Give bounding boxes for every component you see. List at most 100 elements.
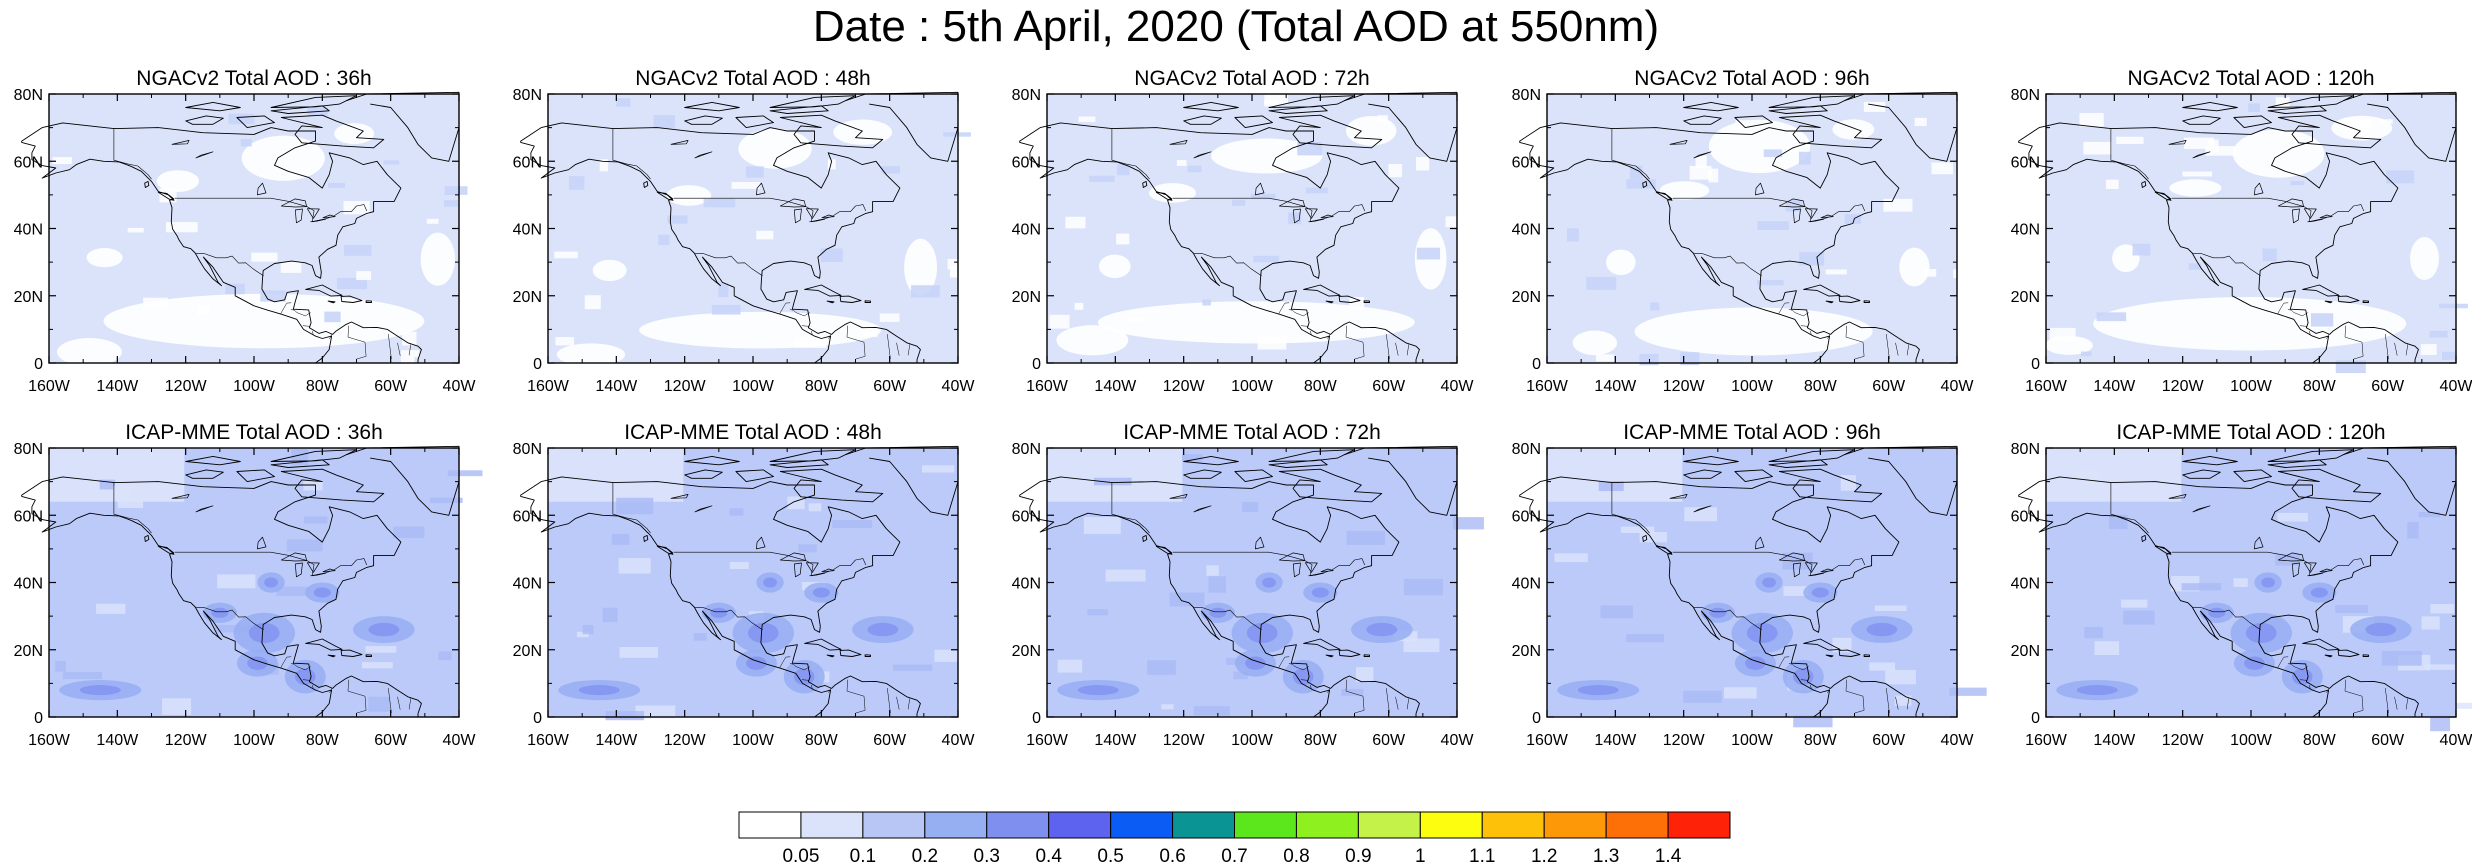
map-panel: NGACv2 Total AOD : 120h 80N 60N 40N 20N 0 160W…: [2011, 67, 2472, 412]
lon-tick-label: 100W: [1731, 378, 1774, 395]
lon-tick-label: 140W: [595, 732, 638, 749]
colorbar-swatch: [800, 811, 864, 839]
lon-tick-label: 60W: [2371, 732, 2405, 749]
aod-map: 80N 60N 40N 20N 0 160W 140W 120W 100W 80W 60W 40W: [14, 87, 477, 395]
colorbar-swatch: [1295, 811, 1359, 839]
lon-tick-label: 120W: [165, 732, 208, 749]
colorbar-swatch: [1172, 811, 1235, 839]
lat-tick-label: 80N: [1012, 441, 1041, 458]
lon-tick-label: 100W: [2230, 378, 2273, 395]
lon-tick-label: 80W: [2303, 378, 2337, 395]
lon-tick-label: 120W: [2162, 732, 2205, 749]
colorbar-label: 0.3: [974, 846, 1000, 862]
lon-tick-label: 40W: [2440, 378, 2472, 395]
lat-tick-label: 0: [1032, 356, 1041, 373]
aod-map: 80N 60N 40N 20N 0 160W 140W 120W 100W 80W 60W 40W: [1012, 441, 1484, 749]
panel-title: ICAP-MME Total AOD : 72h: [1123, 421, 1381, 444]
lat-tick-label: 0: [1532, 710, 1541, 727]
aod-map: 80N 60N 40N 20N 0 160W 140W 120W 100W 80W 60W 40W: [2011, 441, 2472, 749]
lon-tick-label: 40W: [443, 732, 477, 749]
lon-tick-label: 160W: [1026, 732, 1069, 749]
lat-tick-label: 20N: [1012, 289, 1041, 306]
aod-map: 80N 60N 40N 20N 0 160W 140W 120W 100W 80W 60W 40W: [1012, 87, 1475, 395]
lat-tick-label: 0: [2031, 356, 2040, 373]
page-title: Date : 5th April, 2020 (Total AOD at 550…: [812, 2, 1660, 51]
colorbar-swatch: [1357, 811, 1421, 839]
lon-tick-label: 100W: [1731, 732, 1774, 749]
lat-tick-label: 80N: [1512, 87, 1541, 104]
lat-tick-label: 0: [34, 710, 43, 727]
lat-tick-label: 20N: [1512, 643, 1541, 660]
lat-tick-label: 40N: [2011, 222, 2040, 239]
map-panel: ICAP-MME Total AOD : 72h 80N 60N 40N 20N 0 160…: [1012, 421, 1484, 766]
lon-tick-label: 60W: [873, 732, 907, 749]
colorbar-swatch: [1481, 811, 1545, 839]
lon-tick-label: 40W: [443, 378, 477, 395]
colorbar-swatch: [924, 811, 988, 839]
lon-tick-label: 80W: [1804, 378, 1838, 395]
colorbar-swatch: [1667, 811, 1731, 839]
lon-tick-label: 160W: [1526, 732, 1569, 749]
lat-tick-label: 60N: [1512, 508, 1541, 525]
colorbar-swatch: [862, 811, 926, 839]
lat-tick-label: 80N: [2011, 87, 2040, 104]
lat-tick-label: 20N: [1512, 289, 1541, 306]
panel-title: ICAP-MME Total AOD : 48h: [624, 421, 882, 444]
lat-tick-label: 20N: [14, 289, 43, 306]
aod-map: 80N 60N 40N 20N 0 160W 140W 120W 100W 80W 60W 40W: [2011, 87, 2472, 395]
lon-tick-label: 160W: [28, 378, 71, 395]
lat-tick-label: 20N: [2011, 643, 2040, 660]
lon-tick-label: 100W: [1231, 378, 1274, 395]
lon-tick-label: 40W: [1441, 732, 1475, 749]
colorbar-label: 0.9: [1345, 846, 1371, 862]
lon-tick-label: 60W: [374, 732, 408, 749]
lon-tick-label: 140W: [1094, 378, 1137, 395]
lon-tick-label: 60W: [374, 378, 408, 395]
lon-tick-label: 120W: [1663, 378, 1706, 395]
lon-tick-label: 120W: [2162, 378, 2205, 395]
lon-tick-label: 60W: [1372, 378, 1406, 395]
lat-tick-label: 0: [2031, 710, 2040, 727]
colorbar-label: 0.2: [912, 846, 938, 862]
lat-tick-label: 60N: [1012, 508, 1041, 525]
panel-title: NGACv2 Total AOD : 72h: [1134, 67, 1370, 90]
map-panel: ICAP-MME Total AOD : 120h 80N 60N 40N 20N 0 16…: [2011, 421, 2472, 766]
colorbar-label: 0.6: [1159, 846, 1185, 862]
lat-tick-label: 40N: [513, 222, 542, 239]
lat-tick-label: 60N: [14, 154, 43, 171]
aod-map: 80N 60N 40N 20N 0 160W 140W 120W 100W 80W 60W 40W: [14, 441, 483, 749]
colorbar-swatch: [1419, 811, 1483, 839]
lon-tick-label: 40W: [942, 732, 976, 749]
lat-tick-label: 40N: [14, 576, 43, 593]
lon-tick-label: 100W: [233, 378, 276, 395]
colorbar-label: 0.8: [1283, 846, 1309, 862]
lon-tick-label: 80W: [1804, 732, 1838, 749]
lat-tick-label: 40N: [1512, 222, 1541, 239]
lon-tick-label: 100W: [233, 732, 276, 749]
lat-tick-label: 0: [533, 356, 542, 373]
panel-title: ICAP-MME Total AOD : 120h: [2116, 421, 2386, 444]
aod-map: 80N 60N 40N 20N 0 160W 140W 120W 100W 80W 60W 40W: [513, 441, 976, 749]
lon-tick-label: 100W: [732, 732, 775, 749]
lon-tick-label: 140W: [96, 378, 139, 395]
lon-tick-label: 40W: [1441, 378, 1475, 395]
lat-tick-label: 40N: [2011, 576, 2040, 593]
lat-tick-label: 0: [533, 710, 542, 727]
panel-title: NGACv2 Total AOD : 96h: [1634, 67, 1870, 90]
lat-tick-label: 40N: [1012, 576, 1041, 593]
panel-title: NGACv2 Total AOD : 36h: [136, 67, 372, 90]
lon-tick-label: 80W: [805, 732, 839, 749]
colorbar-swatch: [1110, 811, 1174, 839]
panel-title: NGACv2 Total AOD : 120h: [2127, 67, 2375, 90]
lon-tick-label: 40W: [2440, 732, 2472, 749]
lat-tick-label: 0: [1032, 710, 1041, 727]
lon-tick-label: 140W: [1594, 732, 1637, 749]
lat-tick-label: 60N: [513, 508, 542, 525]
lon-tick-label: 120W: [165, 378, 208, 395]
lon-tick-label: 80W: [306, 378, 340, 395]
aod-map: 80N 60N 40N 20N 0 160W 140W 120W 100W 80W 60W 40W: [1512, 441, 1987, 749]
lon-tick-label: 40W: [1941, 378, 1975, 395]
lon-tick-label: 160W: [28, 732, 71, 749]
lat-tick-label: 60N: [1012, 154, 1041, 171]
